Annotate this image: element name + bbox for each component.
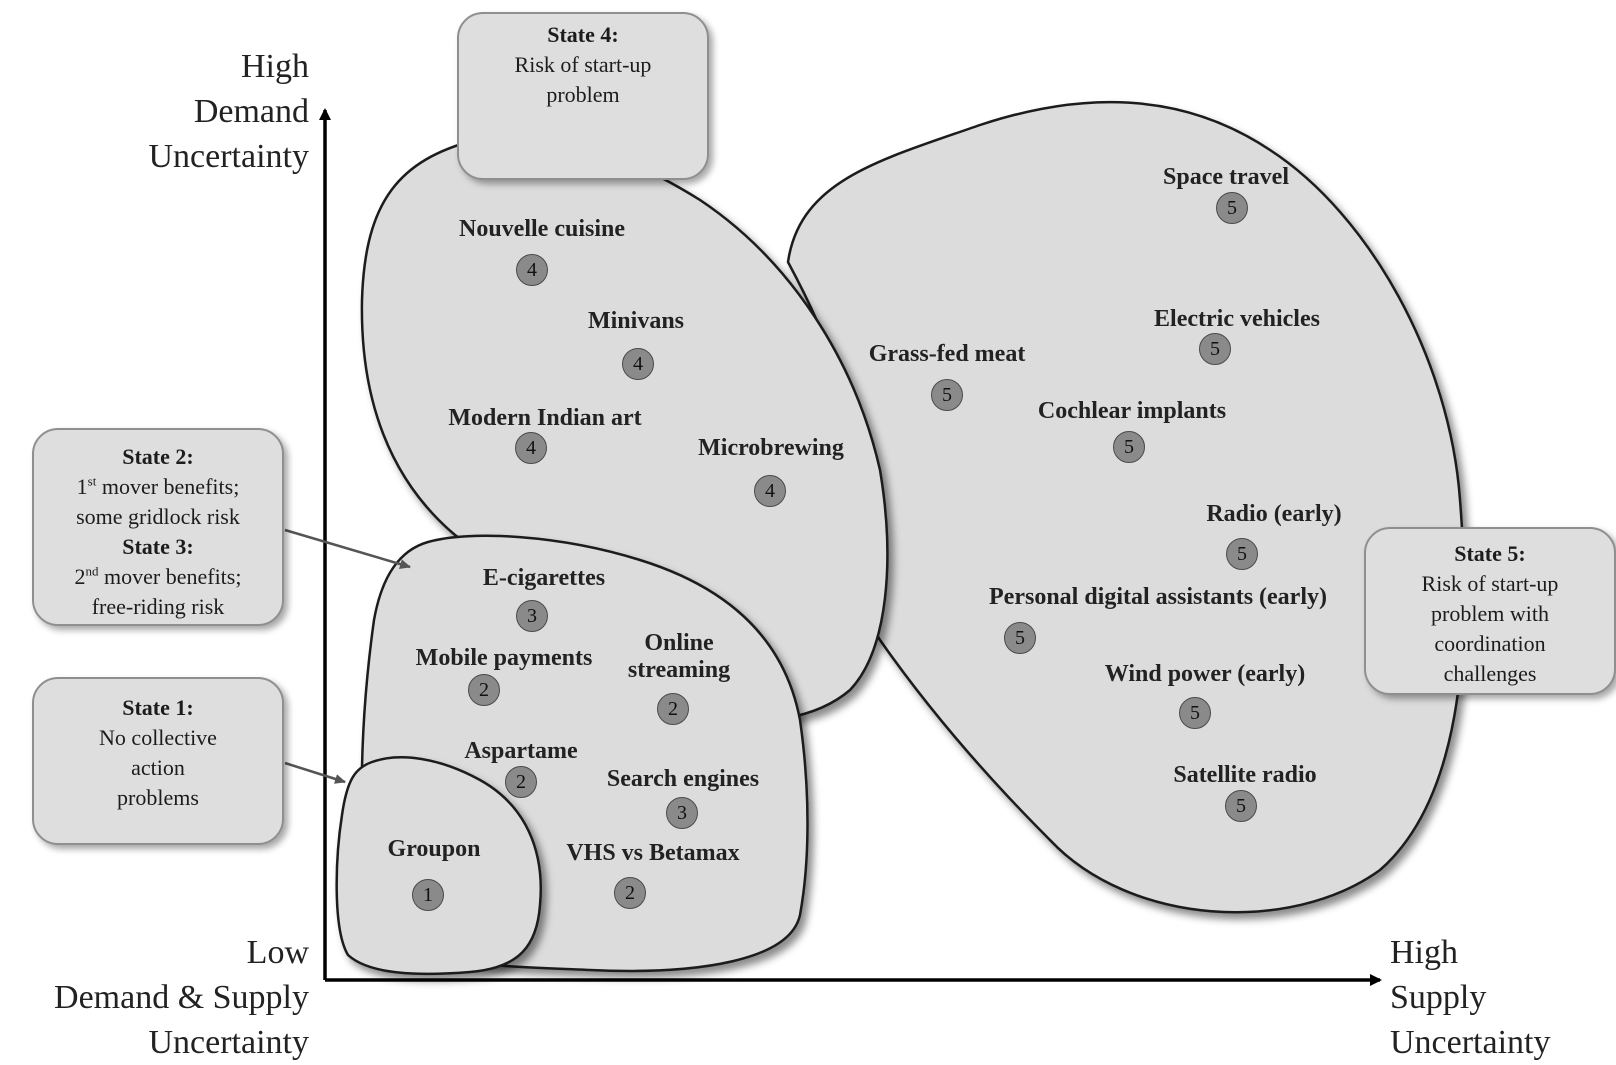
- origin-line2: Demand & Supply: [54, 979, 309, 1016]
- state-badge: 4: [515, 432, 547, 464]
- state1-line: action: [131, 755, 185, 780]
- state2-title: State 2:: [122, 444, 194, 469]
- state-badge: 5: [931, 379, 963, 411]
- state23-callout-arrow: [284, 528, 411, 569]
- item-label-minivans: Minivans: [587, 308, 685, 334]
- state-badge: 2: [468, 674, 500, 706]
- origin-title: Low Demand & Supply Uncertainty: [54, 930, 309, 1065]
- state5-callout: State 5: Risk of start-up problem with c…: [1364, 527, 1616, 695]
- state2-line2: some gridlock risk: [76, 504, 240, 529]
- item-label-search-engines: Search engines: [606, 766, 760, 792]
- state-badge: 3: [516, 600, 548, 632]
- state4-line: problem: [546, 82, 620, 107]
- state3-title: State 3:: [122, 534, 194, 559]
- state-badge: 3: [666, 797, 698, 829]
- item-label-cochlear-implants: Cochlear implants: [1037, 398, 1227, 424]
- state1-region: [335, 756, 542, 976]
- state-badge: 5: [1216, 192, 1248, 224]
- item-label-aspartame: Aspartame: [464, 738, 578, 764]
- state-badge: 5: [1004, 622, 1036, 654]
- item-label-groupon: Groupon: [387, 836, 481, 862]
- item-label-nouvelle-cuisine: Nouvelle cuisine: [459, 216, 625, 242]
- state-badge: 4: [754, 475, 786, 507]
- state-badge: 4: [622, 348, 654, 380]
- state3-line2: free-riding risk: [91, 594, 225, 619]
- state-badge: 2: [505, 766, 537, 798]
- state-badge: 2: [614, 877, 646, 909]
- state1-callout: State 1: No collective action problems: [32, 677, 284, 845]
- item-label-e-cigarettes: E-cigarettes: [482, 565, 606, 591]
- item-label-electric-vehicles: Electric vehicles: [1154, 306, 1320, 332]
- item-label-wind-power-early: Wind power (early): [1104, 661, 1306, 687]
- state-badge: 2: [657, 693, 689, 725]
- x-high-line3: Uncertainty: [1390, 1024, 1551, 1061]
- state4-title: State 4:: [547, 22, 619, 47]
- state1-line: No collective: [99, 725, 217, 750]
- item-label-vhs-vs-betamax: VHS vs Betamax: [566, 840, 740, 866]
- state23-callout: State 2: 1st mover benefits; some gridlo…: [32, 428, 284, 626]
- y-high-line1: High: [241, 48, 309, 85]
- x-high-line1: High: [1390, 934, 1458, 971]
- origin-line3: Uncertainty: [148, 1024, 310, 1061]
- origin-line1: Low: [246, 934, 309, 971]
- state4-line: Risk of start-up: [514, 52, 652, 77]
- state4-callout: State 4: Risk of start-up problem: [457, 12, 709, 180]
- state2-line1: 1st mover benefits;: [76, 473, 240, 499]
- x-axis-high-title: High Supply Uncertainty: [1390, 930, 1551, 1065]
- state5-line: Risk of start-up: [1421, 571, 1559, 596]
- state-badge: 4: [516, 254, 548, 286]
- x-high-line2: Supply: [1390, 979, 1487, 1016]
- y-high-line3: Uncertainty: [148, 138, 310, 175]
- y-high-line2: Demand: [193, 93, 309, 130]
- state5-title: State 5:: [1454, 541, 1526, 566]
- state-badge: 5: [1179, 697, 1211, 729]
- state3-line1: 2nd mover benefits;: [74, 563, 242, 589]
- state-badge: 5: [1225, 790, 1257, 822]
- item-label-grass-fed-meat: Grass-fed meat: [868, 341, 1026, 367]
- state5-region: [786, 100, 1466, 914]
- state-badge: 5: [1113, 431, 1145, 463]
- state5-line: coordination: [1434, 631, 1546, 656]
- state-badge: 5: [1199, 333, 1231, 365]
- online-streaming-line1: Online: [644, 630, 714, 656]
- online-streaming-line2: streaming: [627, 657, 731, 683]
- item-label-mobile-payments: Mobile payments: [415, 645, 593, 671]
- item-label-radio-early: Radio (early): [1206, 501, 1342, 527]
- state1-callout-arrow: [284, 761, 346, 784]
- state1-title: State 1:: [122, 695, 194, 720]
- item-label-microbrewing: Microbrewing: [698, 435, 844, 461]
- item-label-modern-indian-art: Modern Indian art: [448, 405, 642, 431]
- state5-line: problem with: [1431, 601, 1549, 626]
- item-label-online-streaming: Online streaming: [628, 630, 730, 684]
- item-label-space-travel: Space travel: [1163, 164, 1289, 190]
- item-label-satellite-radio: Satellite radio: [1173, 762, 1317, 788]
- state1-line: problems: [117, 785, 199, 810]
- item-label-personal-digital-assistants-early: Personal digital assistants (early): [989, 584, 1327, 610]
- y-axis-high-title: High Demand Uncertainty: [149, 44, 310, 179]
- state5-line: challenges: [1443, 661, 1537, 686]
- state4-region: [360, 134, 889, 723]
- state-badge: 1: [412, 879, 444, 911]
- state-badge: 5: [1226, 538, 1258, 570]
